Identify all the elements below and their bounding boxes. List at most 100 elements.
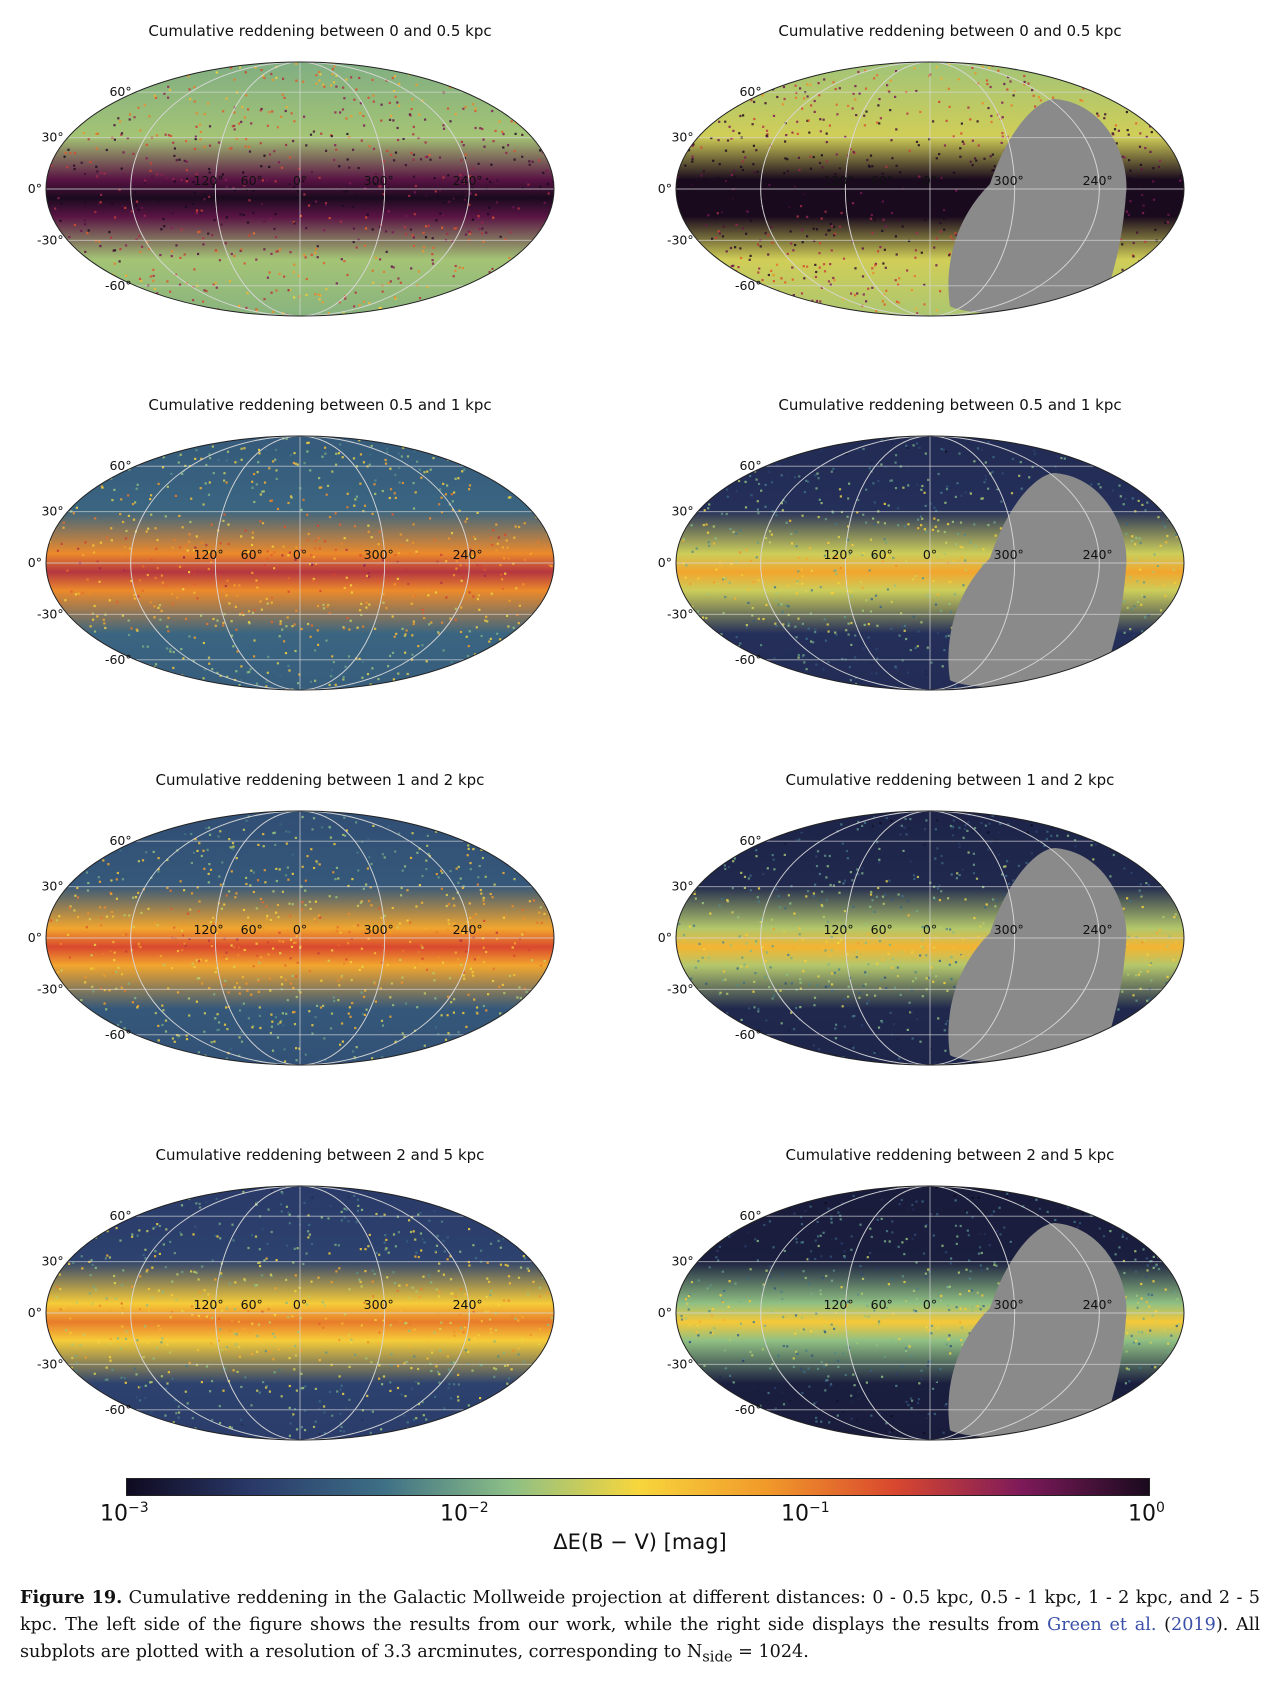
figure-caption: Figure 19. Cumulative reddening in the G… — [20, 1584, 1260, 1671]
longitude-label: 0° — [923, 173, 937, 188]
longitude-label: 0° — [293, 1297, 307, 1312]
longitude-label: 240° — [453, 922, 483, 937]
latitude-label: -30° — [667, 232, 694, 247]
mollweide-map: 60° 30° 0° -30° -60° 120° 60° 0° 300° 240° — [28, 810, 555, 1066]
panel-6: Cumulative reddening between 2 and 5 kpc… — [28, 1146, 610, 1476]
caption-label: Figure 19. — [20, 1587, 123, 1608]
panel-title: Cumulative reddening between 0 and 0.5 k… — [148, 22, 492, 40]
longitude-label: 60° — [871, 547, 893, 562]
longitude-label: 120° — [194, 1297, 224, 1312]
latitude-label: 0° — [658, 930, 672, 945]
longitude-label: 240° — [1083, 173, 1113, 188]
longitude-label: 0° — [923, 547, 937, 562]
longitude-label: 240° — [453, 173, 483, 188]
latitude-label: 30° — [41, 1254, 63, 1269]
latitude-label: -60° — [735, 652, 762, 667]
latitude-label: 60° — [109, 84, 131, 99]
latitude-label: -60° — [105, 1027, 132, 1042]
mollweide-map: 60° 30° 0° -30° -60° 120° 60° 0° 300° 240° — [28, 61, 555, 317]
longitude-label: 60° — [871, 1297, 893, 1312]
latitude-label: 60° — [109, 1208, 131, 1223]
colorbar-label: ΔE(B − V) [mag] — [553, 1530, 727, 1554]
mollweide-map: 60° 30° 0° -30° -60° 120° 60° 0° 300° 240° — [28, 435, 555, 691]
latitude-label: 0° — [658, 1305, 672, 1320]
latitude-label: 30° — [671, 1254, 693, 1269]
panel-1: Cumulative reddening between 0 and 0.5 k… — [658, 22, 1240, 352]
longitude-label: 60° — [241, 173, 263, 188]
panel-title: Cumulative reddening between 0.5 and 1 k… — [778, 396, 1122, 414]
longitude-label: 240° — [453, 1297, 483, 1312]
panel-4: Cumulative reddening between 1 and 2 kpc… — [28, 771, 610, 1101]
latitude-label: 0° — [28, 1305, 42, 1320]
masked-region — [948, 848, 1127, 1065]
latitude-label: -60° — [105, 278, 132, 293]
masked-region — [948, 473, 1127, 690]
latitude-label: 0° — [28, 930, 42, 945]
longitude-label: 60° — [241, 922, 263, 937]
latitude-label: -30° — [37, 606, 64, 621]
longitude-label: 300° — [364, 173, 394, 188]
longitude-label: 120° — [194, 922, 224, 937]
panel-0: Cumulative reddening between 0 and 0.5 k… — [28, 22, 610, 352]
longitude-label: 240° — [1083, 547, 1113, 562]
latitude-label: 30° — [671, 879, 693, 894]
panel-title: Cumulative reddening between 2 and 5 kpc — [785, 1146, 1115, 1164]
longitude-label: 60° — [871, 173, 893, 188]
longitude-label: 0° — [293, 547, 307, 562]
panel-5: Cumulative reddening between 1 and 2 kpc… — [658, 771, 1240, 1101]
latitude-label: -60° — [735, 1402, 762, 1417]
panel-7: Cumulative reddening between 2 and 5 kpc… — [658, 1146, 1240, 1476]
latitude-label: -30° — [667, 1356, 694, 1371]
longitude-label: 240° — [1083, 922, 1113, 937]
colorbar-tick: 100 — [1128, 1500, 1165, 1527]
longitude-label: 60° — [241, 1297, 263, 1312]
longitude-label: 60° — [241, 547, 263, 562]
mollweide-map: 60° 30° 0° -30° -60° 120° 60° 0° 300° 240° — [658, 61, 1185, 317]
longitude-label: 300° — [994, 547, 1024, 562]
caption-text: ). All subplots are plotted with a resol… — [20, 1615, 1260, 1662]
longitude-label: 120° — [824, 922, 854, 937]
longitude-label: 300° — [364, 922, 394, 937]
latitude-label: 60° — [739, 84, 761, 99]
citation-link[interactable]: Green et al. — [1047, 1615, 1157, 1635]
panel-title: Cumulative reddening between 0 and 0.5 k… — [778, 22, 1122, 40]
colorbar-tick: 10−2 — [440, 1500, 489, 1527]
longitude-label: 300° — [994, 1297, 1024, 1312]
caption-subscript: side — [702, 1648, 733, 1666]
latitude-label: 0° — [658, 181, 672, 196]
colorbar-tick: 10−3 — [100, 1500, 149, 1527]
latitude-label: -60° — [105, 652, 132, 667]
mollweide-map: 60° 30° 0° -30° -60° 120° 60° 0° 300° 240° — [658, 810, 1185, 1066]
latitude-label: -60° — [105, 1402, 132, 1417]
longitude-label: 0° — [923, 1297, 937, 1312]
colorbar-tick: 10−1 — [781, 1500, 830, 1527]
latitude-label: 60° — [739, 1208, 761, 1223]
panel-title: Cumulative reddening between 2 and 5 kpc — [155, 1146, 485, 1164]
longitude-label: 300° — [994, 173, 1024, 188]
latitude-label: 60° — [109, 833, 131, 848]
longitude-label: 300° — [994, 922, 1024, 937]
longitude-label: 120° — [194, 173, 224, 188]
latitude-label: -60° — [735, 278, 762, 293]
caption-text: = 1024. — [732, 1642, 809, 1662]
panel-3: Cumulative reddening between 0.5 and 1 k… — [658, 396, 1240, 726]
longitude-label: 120° — [194, 547, 224, 562]
latitude-label: -30° — [37, 981, 64, 996]
panel-title: Cumulative reddening between 0.5 and 1 k… — [148, 396, 492, 414]
mollweide-map: 60° 30° 0° -30° -60° 120° 60° 0° 300° 240° — [658, 1185, 1185, 1441]
caption-text: Cumulative reddening in the Galactic Mol… — [20, 1588, 1260, 1635]
latitude-label: 0° — [658, 555, 672, 570]
longitude-label: 240° — [453, 547, 483, 562]
longitude-label: 120° — [824, 173, 854, 188]
longitude-label: 300° — [364, 1297, 394, 1312]
mollweide-map: 60° 30° 0° -30° -60° 120° 60° 0° 300° 240° — [28, 1185, 555, 1441]
latitude-label: 30° — [41, 504, 63, 519]
latitude-label: 60° — [739, 833, 761, 848]
panel-title: Cumulative reddening between 1 and 2 kpc — [155, 771, 485, 789]
longitude-label: 240° — [1083, 1297, 1113, 1312]
latitude-label: 60° — [739, 458, 761, 473]
longitude-label: 0° — [293, 922, 307, 937]
citation-year-link[interactable]: 2019 — [1171, 1615, 1216, 1635]
masked-region — [948, 1223, 1127, 1440]
longitude-label: 0° — [923, 922, 937, 937]
